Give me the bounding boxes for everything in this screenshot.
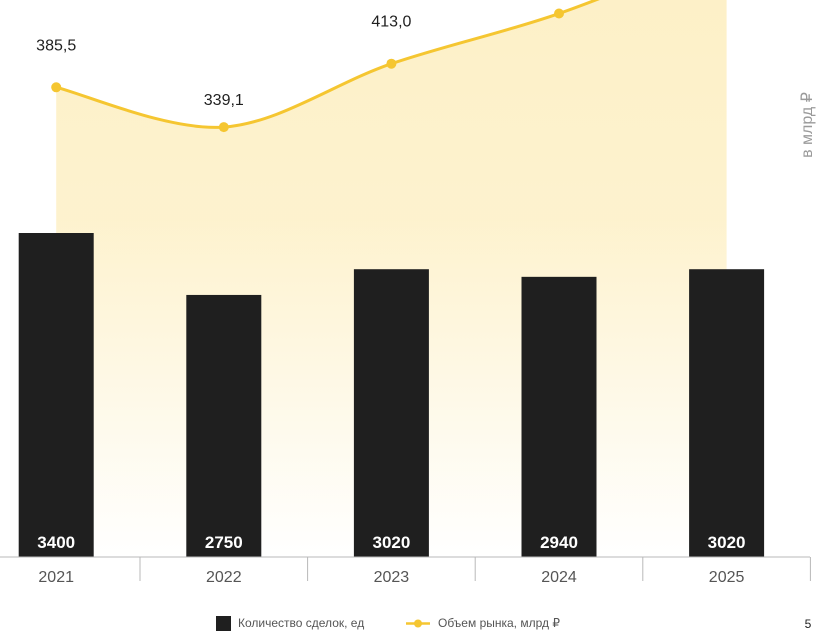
line-point-2022 — [218, 122, 229, 133]
bar-label-2022: 2750 — [205, 533, 243, 552]
x-tick-2021: 2021 — [38, 569, 74, 586]
line-point-2024 — [554, 8, 564, 19]
bar-layer: 3400 2750 3020 2940 3020 — [18, 233, 765, 557]
x-axis: 2021 2022 2023 2024 2025 — [0, 556, 811, 586]
line-label-2021: 385,5 — [36, 37, 76, 54]
bar-2023 — [353, 269, 429, 557]
page-number: 5 — [805, 617, 812, 631]
legend: Количество сделок, ед Объем рынка, млрд … — [216, 616, 560, 631]
bar-2022 — [186, 294, 262, 557]
bar-label-2021: 3400 — [37, 533, 75, 552]
bar-2021 — [18, 233, 94, 557]
x-tick-2025: 2025 — [709, 569, 745, 586]
line-point-2023 — [386, 58, 397, 69]
unit-label: в млрд ₽ — [799, 92, 816, 158]
legend-line-marker — [414, 619, 422, 628]
legend-bar-label: Количество сделок, ед — [238, 616, 364, 630]
bar-label-2024: 2940 — [540, 533, 578, 552]
line-point-2021 — [51, 82, 62, 93]
line-label-2022: 339,1 — [204, 92, 244, 109]
bar-label-2023: 3020 — [372, 533, 410, 552]
legend-bar-swatch — [216, 616, 231, 631]
x-tick-2022: 2022 — [206, 569, 242, 586]
bar-2024 — [521, 276, 597, 557]
line-label-2023: 413,0 — [371, 14, 411, 31]
x-tick-2023: 2023 — [374, 569, 410, 586]
x-tick-2024: 2024 — [541, 569, 577, 586]
bar-label-2025: 3020 — [708, 533, 746, 552]
bar-2025 — [689, 269, 765, 557]
legend-line-label: Объем рынка, млрд ₽ — [438, 616, 560, 630]
